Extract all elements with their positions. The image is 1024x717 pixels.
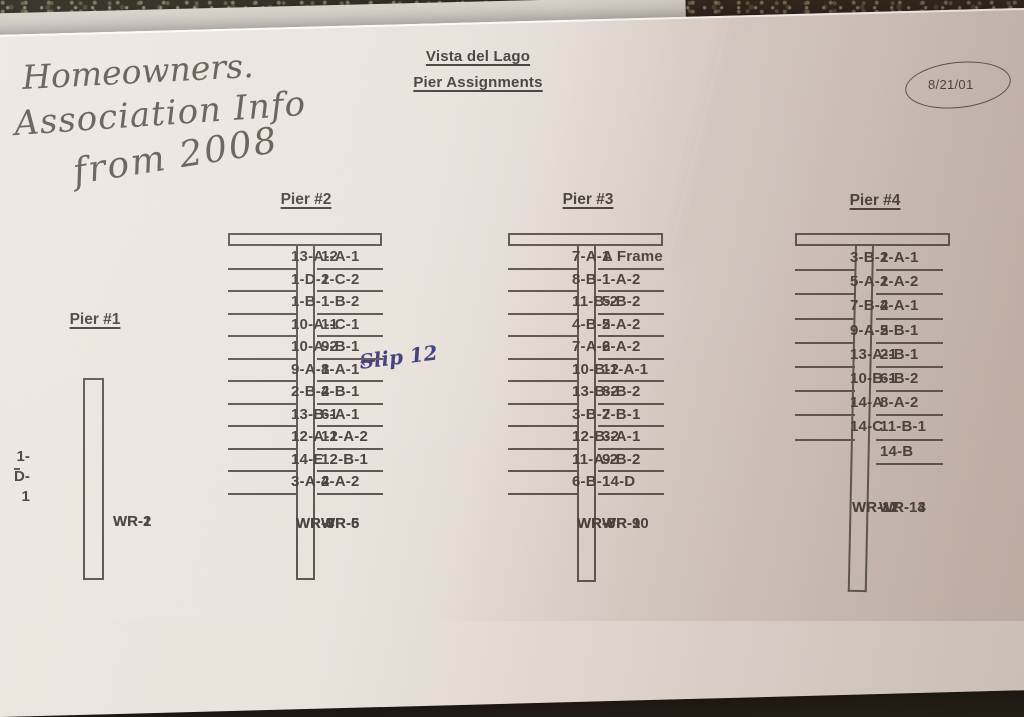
slip-cell: 4-A-1 [876, 295, 943, 320]
slip-cell: 12-B-2 [508, 427, 619, 450]
slip-cell: 2-B-1 [876, 344, 943, 368]
slip-cell: 5-B-2 [598, 292, 664, 315]
slip-cell: 3-B-2 [508, 405, 610, 427]
slip-cell: 12-B-1 [317, 450, 383, 472]
slip-cell: 8-B-2 [598, 382, 664, 405]
pier-3-heading: Pier #3 [562, 191, 614, 208]
pier-3-left-slips: 7-A-1 8-B-1 11-B-2 4-B-2 7-A-2 10-B-2 13-B-2 3-… [508, 247, 619, 495]
slip-cell: 2-B-2 [228, 382, 329, 405]
slip-cell: 11-A-1 [598, 360, 664, 382]
slip-cell: 4-B-2 [508, 315, 610, 337]
slip-cell: 1-C-2 [317, 270, 383, 292]
slip-cell: 7-A-2 [508, 337, 610, 360]
slip-cell: 11-B-1 [876, 416, 943, 441]
doc-title-line1: Vista del Lago [425, 48, 531, 65]
slip-cell: 13-A-2 [228, 247, 338, 270]
slip-cell: 11-A-2 [508, 450, 618, 472]
pier-1-heading: Pier #1 [69, 311, 121, 328]
slip-cell: 4-A-2 [317, 472, 383, 495]
doc-title-line2: Pier Assignments [413, 74, 543, 91]
pier-2-right-slips: 1-A-1 1-C-2 1-B-2 1-C-1 9-B-1 8-A-1 4-B-1 6-A-1… [317, 247, 383, 495]
document-content: Vista del Lago Pier Assignments 8/21/01 … [13, 46, 1014, 593]
slip-cell: 5-A-1 [795, 271, 888, 296]
slip-cell: 2-A-2 [876, 271, 943, 296]
slip-cell: 9-B-1 [317, 337, 383, 360]
pier-2-left-slips: 13-A-2 1-D-2 1-B-1 10-A-1 10-A-2 9-A-1 2-B-2 13… [228, 247, 338, 495]
slip-cell: 3-A-1 [598, 427, 664, 450]
slip-cell: 2-A-1 [876, 247, 943, 272]
pier-1-structure [83, 378, 104, 580]
pier-4-left-slips: 3-B-1 5-A-1 7-B-2 9-A-2 13-A-1 10-B-1 14-A 14-C [795, 247, 897, 441]
pier-3-stem [577, 245, 596, 582]
slip-cell: 6-A-2 [598, 337, 664, 360]
slip-cell: 1-D-2 [228, 270, 329, 292]
slip-cell: 7-A-1 [508, 247, 610, 270]
slip-cell: 14-C [795, 416, 883, 441]
slip-cell: 8-A-1 [317, 360, 383, 382]
slip-cell: 7-B-2 [795, 295, 888, 320]
slip-cell: 5-A-2 [598, 315, 664, 337]
slip-cell: 1-B-2 [317, 292, 383, 315]
slip-cell: 8-A-2 [876, 392, 943, 417]
slip-cell: 14-D [598, 472, 664, 495]
slip-cell: 9-A-1 [228, 360, 329, 382]
slip-cell: 9-A-2 [795, 320, 888, 344]
slip-cell: 12-A-1 [228, 427, 338, 450]
slip-cell: 7-B-1 [598, 405, 664, 427]
slip-cell: 3-A-2 [228, 472, 329, 495]
slip-cell: 1-A-1 [317, 247, 383, 270]
slip-cell: 13-A-1 [795, 344, 897, 368]
slip-cell: 10-A-1 [228, 315, 338, 337]
pier-4-heading: Pier #4 [849, 192, 901, 209]
pier-4-crossbar [795, 233, 950, 246]
slip-cell: 1-C-1 [317, 315, 383, 337]
slip-cell: 6-B-1 [508, 472, 610, 495]
pier-2-crossbar [228, 233, 382, 246]
slip-cell: A Frame [598, 247, 664, 270]
slip-cell: 1-A-2 [598, 270, 664, 292]
slip-cell: 10-A-2 [228, 337, 338, 360]
slip-cell: 11-B-2 [508, 292, 618, 315]
pier-2-heading: Pier #2 [280, 191, 332, 208]
pier-4-right-slips: 2-A-1 2-A-2 4-A-1 5-B-1 2-B-1 6-B-2 8-A-2 11-B-… [876, 247, 943, 465]
slip-cell: 13-B-2 [508, 382, 619, 405]
slip-cell: 9-B-2 [598, 450, 664, 472]
pier-3-crossbar [508, 233, 663, 246]
slip-cell: 14-A [795, 392, 883, 417]
slip-cell: 10-B-2 [508, 360, 619, 382]
pier-3-right-slips: A Frame 1-A-2 5-B-2 5-A-2 6-A-2 11-A-1 8-B-2 7-… [598, 247, 664, 495]
slip-cell: 10-B-1 [795, 368, 897, 393]
slip-cell: 1-B-1 [228, 292, 329, 315]
slip-cell: 6-B-2 [876, 368, 943, 393]
slip-cell: 14-B [876, 441, 943, 465]
slip-cell: 1-D-1 [14, 448, 30, 505]
slip-cell: 5-B-1 [876, 320, 943, 344]
slip-cell: 8-B-1 [508, 270, 610, 292]
slip-cell: 12-A-2 [317, 427, 383, 450]
slip-cell: 13-B-1 [228, 405, 338, 427]
slip-cell: 6-A-1 [317, 405, 383, 427]
slip-cell: 4-B-1 [317, 382, 383, 405]
pier-2-stem [296, 245, 315, 580]
slip-cell: 14-E [228, 450, 323, 472]
date-stamp: 8/21/01 [928, 77, 974, 92]
slip-cell: 3-B-1 [795, 247, 888, 272]
